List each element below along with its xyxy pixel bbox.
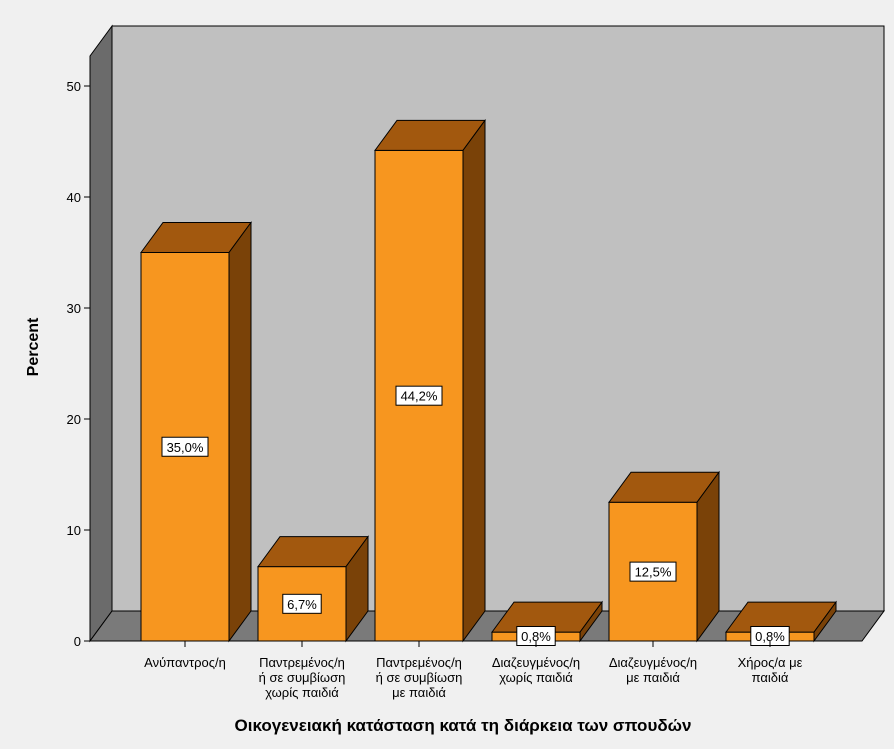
category-label-line: ή σε συμβίωση (376, 670, 463, 685)
category-label-line: με παιδιά (392, 685, 446, 700)
category-label: Χήρος/α με παιδιά (738, 655, 803, 685)
y-tick-label: 50 (67, 79, 81, 94)
data-label-box (629, 561, 677, 582)
y-tick-label: 40 (67, 190, 81, 205)
data-label-box (282, 593, 322, 614)
data-label: 0,8% (755, 629, 785, 644)
category-label: Παντρεμένος/η ή σε συμβίωση με παιδιά (376, 655, 463, 700)
data-label: 6,7% (287, 597, 317, 612)
category-label-line: Χήρος/α με (738, 655, 803, 670)
bar-group: 44,2% (374, 118, 486, 643)
bar-side (813, 600, 837, 643)
bar-group: 35,0% (140, 220, 252, 643)
data-label-box (161, 436, 209, 457)
category-label-line: Παντρεμένος/η (259, 655, 345, 670)
bar-group: 0,8% (491, 600, 603, 646)
y-tick-label: 0 (74, 634, 81, 649)
category-label-line: ή σε συμβίωση (259, 670, 346, 685)
category-label-line: χωρίς παιδιά (499, 670, 573, 685)
data-label: 44,2% (401, 389, 438, 404)
bar-side (696, 470, 720, 643)
y-tick-label: 10 (67, 523, 81, 538)
x-axis-title: Οικογενειακή κατάσταση κατά τη διάρκεια … (235, 716, 692, 735)
y-tick-label: 20 (67, 412, 81, 427)
data-label-box (395, 385, 443, 406)
category-label-line: Ανύπαντρος/η (144, 655, 226, 670)
category-label-line: Διαζευγμένος/η (609, 655, 697, 670)
category-label: Διαζευγμένος/η με παιδιά (609, 655, 697, 685)
category-label-line: Διαζευγμένος/η (492, 655, 580, 670)
bar-side (228, 220, 252, 643)
bar-side (345, 535, 369, 643)
y-tick-label: 30 (67, 301, 81, 316)
category-label: Παντρεμένος/η ή σε συμβίωση χωρίς παιδιά (259, 655, 346, 700)
bar-group: 0,8% (725, 600, 837, 646)
category-label-line: παιδιά (752, 670, 789, 685)
bar-side (462, 118, 486, 643)
bar-group: 6,7% (257, 535, 369, 643)
category-label-line: Παντρεμένος/η (376, 655, 462, 670)
side-wall (89, 24, 113, 643)
bars: 35,0% 6,7% 44,2% 0,8% 12,5% 0,8% (140, 118, 837, 646)
bar-group: 12,5% (608, 470, 720, 643)
category-label: Διαζευγμένος/η χωρίς παιδιά (492, 655, 580, 685)
data-label: 0,8% (521, 629, 551, 644)
data-label: 12,5% (635, 565, 672, 580)
category-label-line: με παιδιά (626, 670, 680, 685)
data-label: 35,0% (167, 440, 204, 455)
category-label: Ανύπαντρος/η (144, 655, 226, 670)
category-label-line: χωρίς παιδιά (265, 685, 339, 700)
y-axis-title: Percent (25, 317, 42, 376)
x-axis-categories: Ανύπαντρος/η Παντρεμένος/η ή σε συμβίωση χω… (144, 641, 803, 700)
bar-side (579, 600, 603, 643)
y-axis: 0 10 20 30 40 50 (67, 56, 91, 649)
